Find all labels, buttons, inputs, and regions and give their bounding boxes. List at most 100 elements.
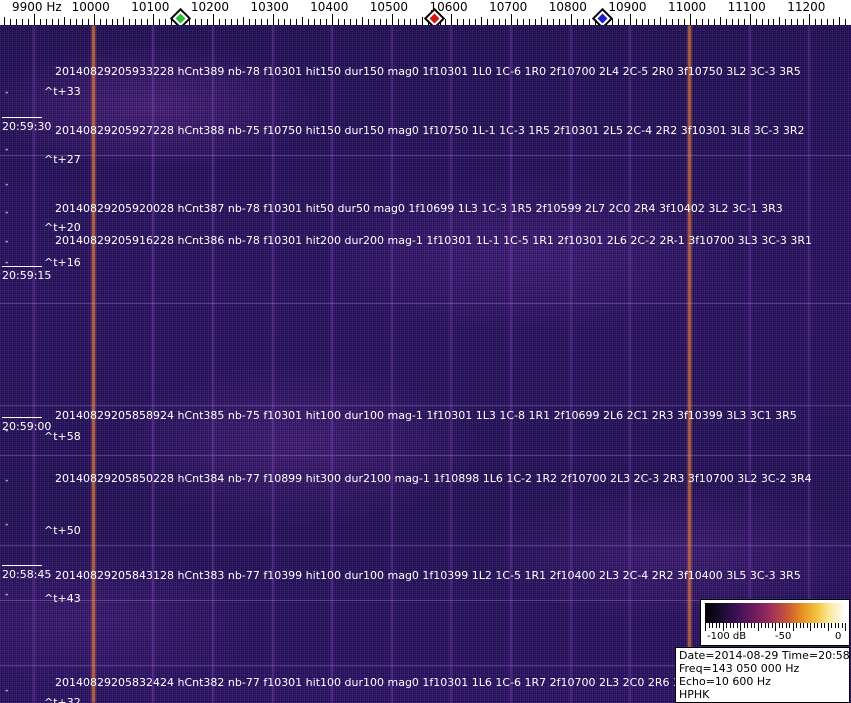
time-minor-tick: ˇ: [4, 92, 10, 102]
time-axis-label: 20:59:30: [2, 117, 52, 133]
scanline: [0, 600, 851, 601]
colorbar-tick: [736, 623, 738, 628]
detection-time-offset: ^t+20: [44, 221, 81, 234]
detection-text-layer: 20:59:30 20:59:15 20:59:00 20:58:45 20140829…: [0, 25, 851, 703]
colorbar-tick: [708, 623, 710, 628]
ruler-minor-tick: [278, 19, 279, 25]
ruler-minor-tick: [237, 19, 238, 25]
carrier-line: [391, 25, 393, 703]
frequency-ruler[interactable]: 9900 Hz 10000 10100 10200 10300 10400 10500 106…: [0, 0, 851, 30]
ruler-minor-tick: [58, 19, 59, 25]
colorbar-min-label: -100 dB: [707, 631, 747, 642]
color-scale-legend: -100 dB -50 0: [700, 599, 850, 646]
ruler-minor-tick: [356, 19, 357, 25]
ruler-minor-tick: [28, 19, 29, 25]
detection-record: 20140829205927228 hCnt388 nb-75 f10750 h…: [55, 124, 805, 137]
carrier-line: [688, 25, 691, 703]
ruler-label: 10000: [71, 0, 110, 14]
carrier-line: [212, 25, 214, 703]
colorbar-tick: [813, 623, 815, 628]
ruler-minor-tick: [720, 17, 721, 25]
colorbar-tick: [778, 623, 780, 628]
ruler-minor-tick: [386, 19, 387, 25]
ruler-minor-tick: [791, 19, 792, 25]
ruler-minor-tick: [267, 19, 268, 25]
info-echo: Echo=10 600 Hz: [679, 675, 771, 688]
ruler-minor-tick: [708, 19, 709, 25]
ruler-minor-tick: [219, 19, 220, 25]
colorbar-tick: [827, 623, 829, 631]
ruler-minor-tick: [762, 19, 763, 25]
ruler-minor-tick: [612, 19, 613, 25]
ruler-minor-tick: [654, 19, 655, 25]
ruler-minor-tick: [744, 19, 745, 25]
carrier-line: [570, 25, 572, 703]
colorbar-tick: [775, 623, 776, 631]
ruler-label: 11200: [787, 0, 826, 14]
ruler-minor-tick: [314, 19, 315, 25]
ruler-minor-tick: [702, 19, 703, 25]
ruler-major-tick: [34, 14, 35, 25]
ruler-minor-tick: [225, 19, 226, 25]
colorbar-tick: [764, 623, 766, 628]
colorbar-tick: [792, 623, 794, 631]
ruler-major-tick: [451, 14, 452, 25]
info-frequency: Freq=143 050 000 Hz: [679, 662, 800, 675]
ruler-major-tick: [213, 14, 214, 25]
detection-time-offset: ^t+32: [44, 696, 81, 703]
waterfall-display[interactable]: 20:59:30 20:59:15 20:59:00 20:58:45 20140829…: [0, 25, 851, 703]
ruler-minor-tick: [523, 19, 524, 25]
ruler-minor-tick: [410, 19, 411, 25]
scanline: [0, 405, 851, 406]
carrier-line: [33, 25, 35, 703]
ruler-minor-tick: [624, 19, 625, 25]
ruler-minor-tick: [845, 19, 846, 25]
ruler-minor-tick: [803, 19, 804, 25]
ruler-minor-tick: [756, 19, 757, 25]
colorbar-tick: [715, 623, 717, 628]
time-axis-label: 20:59:00: [2, 417, 52, 433]
colorbar-mid-label: -50: [775, 631, 792, 642]
carrier-line: [629, 25, 631, 703]
ruler-label: 10400: [310, 0, 349, 14]
time-minor-tick: ˇ: [4, 524, 10, 534]
ruler-minor-tick: [302, 17, 303, 25]
color-scale-labels: -100 dB -50 0: [701, 631, 849, 644]
ruler-minor-tick: [189, 19, 190, 25]
ruler-minor-tick: [159, 19, 160, 25]
time-minor-tick: ˇ: [4, 594, 10, 604]
ruler-minor-tick: [821, 19, 822, 25]
detection-record: 20140829205843128 hCnt383 nb-77 f10399 h…: [55, 569, 801, 582]
info-date-time: Date=2014-08-29 Time=20:58 UTC: [679, 649, 851, 662]
detection-record: 20140829205858924 hCnt385 nb-75 f10301 h…: [55, 409, 797, 422]
ruler-minor-tick: [714, 19, 715, 25]
ruler-minor-tick: [290, 19, 291, 25]
ruler-minor-tick: [642, 19, 643, 25]
ruler-major-tick: [153, 14, 154, 25]
detection-record: 20140829205920028 hCnt387 nb-78 f10301 h…: [55, 202, 783, 215]
ruler-minor-tick: [517, 19, 518, 25]
carrier-line: [152, 25, 154, 703]
ruler-minor-tick: [171, 19, 172, 25]
scanline: [0, 545, 851, 546]
ruler-label: 10500: [369, 0, 408, 14]
colorbar-tick: [747, 623, 748, 628]
detection-time-offset: ^t+43: [44, 592, 81, 605]
ruler-minor-tick: [553, 19, 554, 25]
colorbar-tick: [841, 623, 843, 628]
time-minor-tick: ˇ: [4, 149, 10, 159]
detection-time-offset: ^t+58: [44, 430, 81, 443]
time-minor-tick: ˇ: [4, 212, 10, 222]
colorbar-tick: [831, 623, 832, 628]
ruler-minor-tick: [195, 19, 196, 25]
ruler-minor-tick: [827, 19, 828, 25]
ruler-minor-tick: [589, 19, 590, 25]
ruler-label: 10100: [131, 0, 170, 14]
ruler-minor-tick: [404, 19, 405, 25]
ruler-minor-tick: [338, 19, 339, 25]
colorbar-tick: [782, 623, 783, 628]
ruler-minor-tick: [785, 19, 786, 25]
time-minor-tick: ˇ: [4, 430, 10, 440]
blue-diamond-marker-inner: [595, 10, 611, 27]
